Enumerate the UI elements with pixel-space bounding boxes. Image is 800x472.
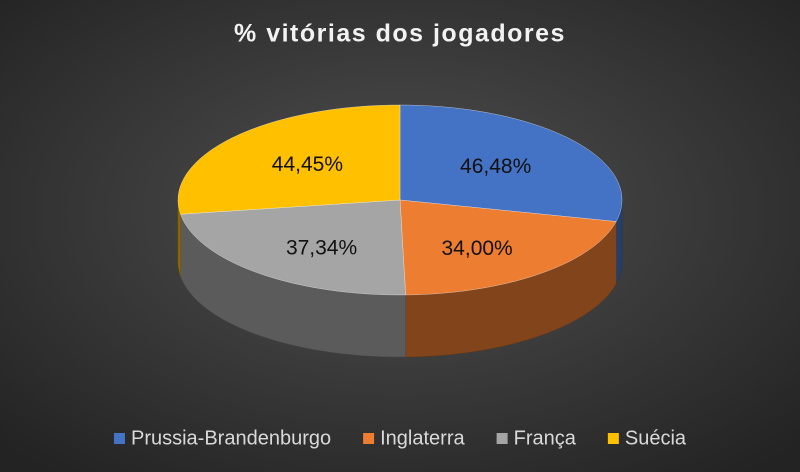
legend-swatch (113, 433, 125, 444)
slice (399, 199, 617, 296)
data-label: 37,34% (286, 237, 357, 260)
chart-title: % vitórias dos jogadores (234, 20, 566, 48)
data-label: 44,45% (272, 153, 343, 176)
legend-label: Prussia-Brandenburgo (131, 427, 331, 449)
legend-label: França (514, 427, 577, 449)
legend-label: Suécia (625, 427, 687, 449)
data-label: 46,48% (460, 155, 531, 178)
legend-swatch (496, 433, 508, 444)
slice (399, 104, 623, 222)
slice (180, 199, 406, 296)
legend-swatch (363, 433, 375, 444)
slice (177, 104, 401, 215)
legend-swatch (607, 433, 619, 444)
data-label: 34,00% (442, 237, 513, 260)
legend-label: Inglaterra (380, 427, 465, 449)
